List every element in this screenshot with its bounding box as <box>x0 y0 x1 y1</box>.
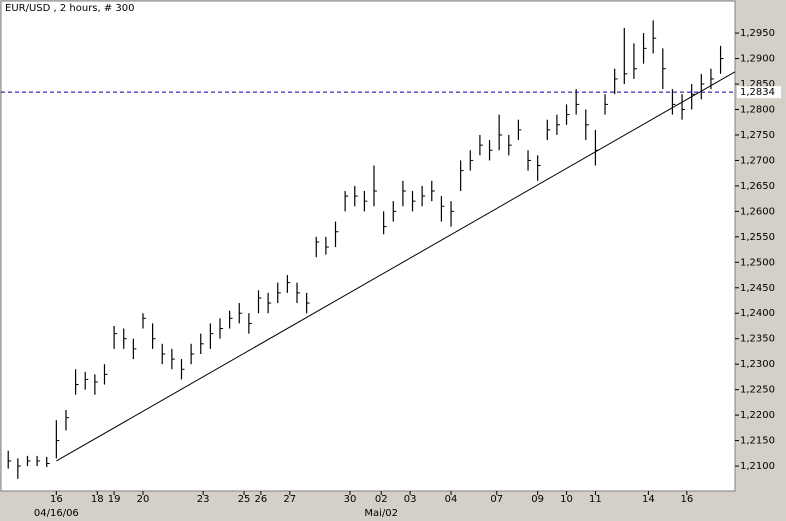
x-tick-label: 16 <box>681 494 694 505</box>
x-tick-label: 27 <box>283 494 296 505</box>
y-tick-label: 1,2900 <box>740 54 775 65</box>
level-label: 1,2834 <box>740 87 775 98</box>
x-tick-label: 20 <box>137 494 150 505</box>
y-tick-label: 1,2200 <box>740 410 775 421</box>
x-sublabel: Mai/02 <box>364 508 398 519</box>
x-tick-label: 16 <box>50 494 63 505</box>
x-tick-label: 03 <box>404 494 417 505</box>
plot-area <box>0 0 736 492</box>
y-tick-label: 1,2300 <box>740 359 775 370</box>
x-tick-label: 18 <box>91 494 104 505</box>
x-tick-label: 30 <box>344 494 357 505</box>
y-tick-label: 1,2700 <box>740 155 775 166</box>
y-tick-label: 1,2600 <box>740 206 775 217</box>
y-tick-label: 1,2150 <box>740 436 775 447</box>
y-tick-label: 1,2750 <box>740 130 775 141</box>
y-tick-label: 1,2800 <box>740 104 775 115</box>
x-tick-label: 14 <box>642 494 655 505</box>
x-tick-label: 07 <box>490 494 503 505</box>
x-tick-label: 02 <box>375 494 388 505</box>
x-tick-label: 10 <box>560 494 573 505</box>
y-tick-label: 1,2500 <box>740 257 775 268</box>
x-tick-label: 04 <box>445 494 458 505</box>
y-tick-label: 1,2350 <box>740 334 775 345</box>
x-sublabel: 04/16/06 <box>34 508 79 519</box>
y-tick-label: 1,2650 <box>740 181 775 192</box>
x-tick-label: 19 <box>108 494 121 505</box>
trend-line <box>56 71 736 462</box>
y-tick-label: 1,2250 <box>740 385 775 396</box>
y-tick-label: 1,2400 <box>740 308 775 319</box>
y-tick-label: 1,2850 <box>740 79 775 90</box>
level-label-bg <box>737 86 781 99</box>
x-tick-label: 26 <box>255 494 268 505</box>
x-tick-label: 23 <box>197 494 210 505</box>
y-tick-label: 1,2100 <box>740 461 775 472</box>
y-tick-label: 1,2450 <box>740 283 775 294</box>
x-tick-label: 25 <box>238 494 251 505</box>
y-tick-label: 1,2550 <box>740 232 775 243</box>
x-tick-label: 11 <box>589 494 602 505</box>
y-tick-label: 1,2950 <box>740 28 775 39</box>
chart-title: EUR/USD , 2 hours, # 300 <box>5 3 135 14</box>
x-tick-label: 09 <box>531 494 544 505</box>
